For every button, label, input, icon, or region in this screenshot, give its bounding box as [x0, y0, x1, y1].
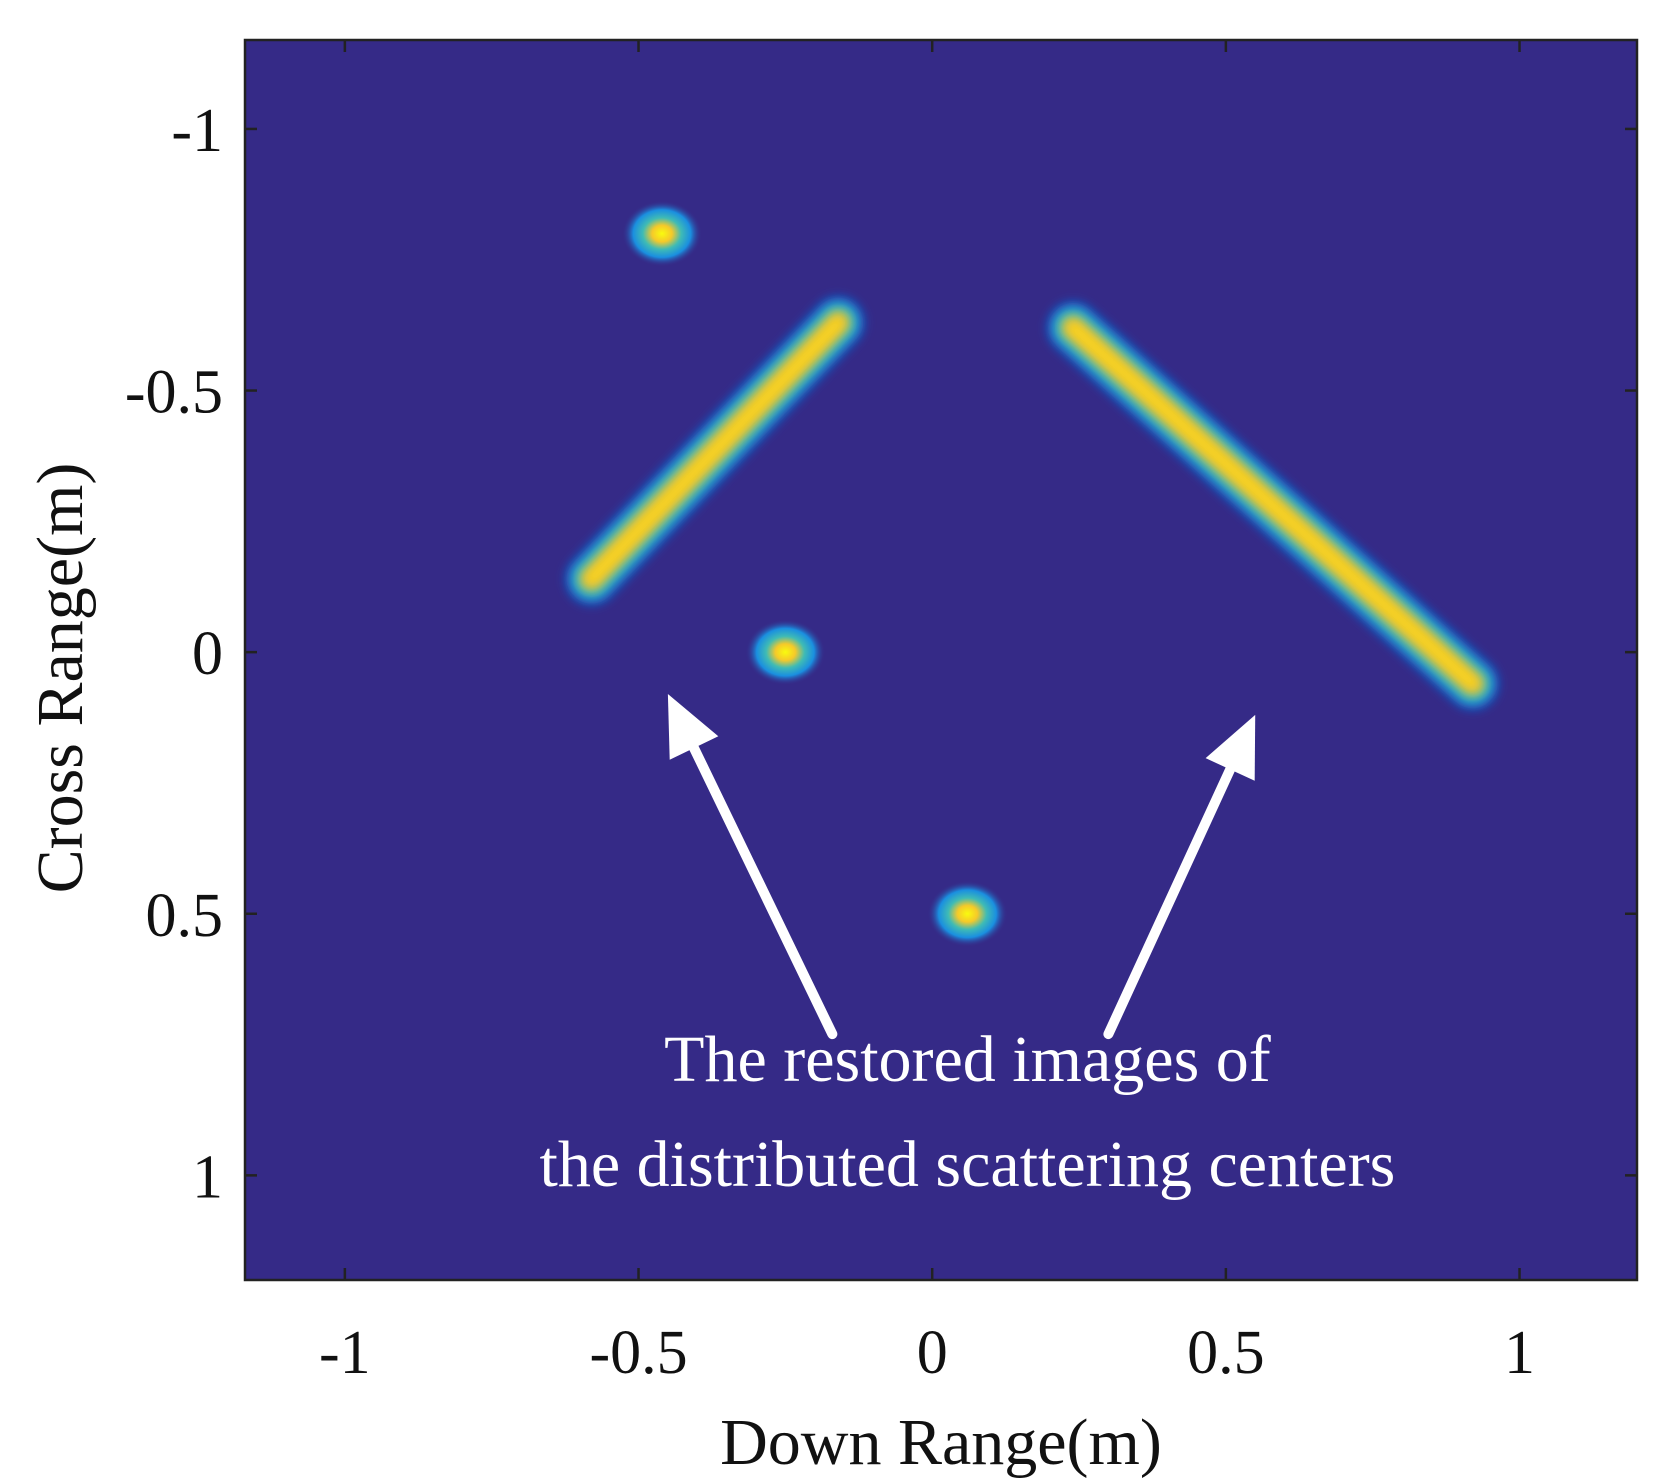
x-tick-label: 0.5: [1187, 1319, 1265, 1387]
x-tick-labels: -1 -0.5 0 0.5 1: [319, 1319, 1535, 1387]
x-tick-label: -0.5: [589, 1319, 687, 1387]
annotation-arrows: [667, 694, 1256, 1040]
scatterer-layer: [564, 200, 1500, 947]
distributed-scatterer-2: [1046, 300, 1500, 711]
annotation-arrow-1: [667, 694, 838, 1040]
annotation-line-1: The restored images of: [664, 1023, 1271, 1096]
point-scatterer-1: [622, 200, 703, 267]
y-tick-label: 0: [192, 620, 223, 688]
plot-area: [245, 40, 1637, 1280]
x-tick-label: 0: [917, 1319, 948, 1387]
annotation-arrow-2: [1103, 714, 1256, 1040]
distributed-scatterer-1: [564, 295, 866, 606]
point-scatterer-2: [745, 619, 826, 686]
x-tick-label: -1: [319, 1319, 371, 1387]
y-tick-label: 0.5: [146, 882, 224, 950]
tick-marks: [245, 40, 1637, 1280]
y-tick-labels: -1 -0.5 0 0.5 1: [125, 97, 223, 1211]
y-tick-label: -1: [171, 97, 223, 165]
plot-frame: [243, 38, 1639, 1282]
y-tick-label: -0.5: [125, 359, 223, 427]
annotation-line-2: the distributed scattering centers: [539, 1128, 1395, 1201]
point-scatterer-3: [927, 880, 1008, 947]
x-tick-label: 1: [1504, 1319, 1535, 1387]
y-tick-label: 1: [192, 1143, 223, 1211]
x-axis-label: Down Range(m): [720, 1406, 1162, 1479]
y-axis-label: Cross Range(m): [24, 463, 97, 894]
